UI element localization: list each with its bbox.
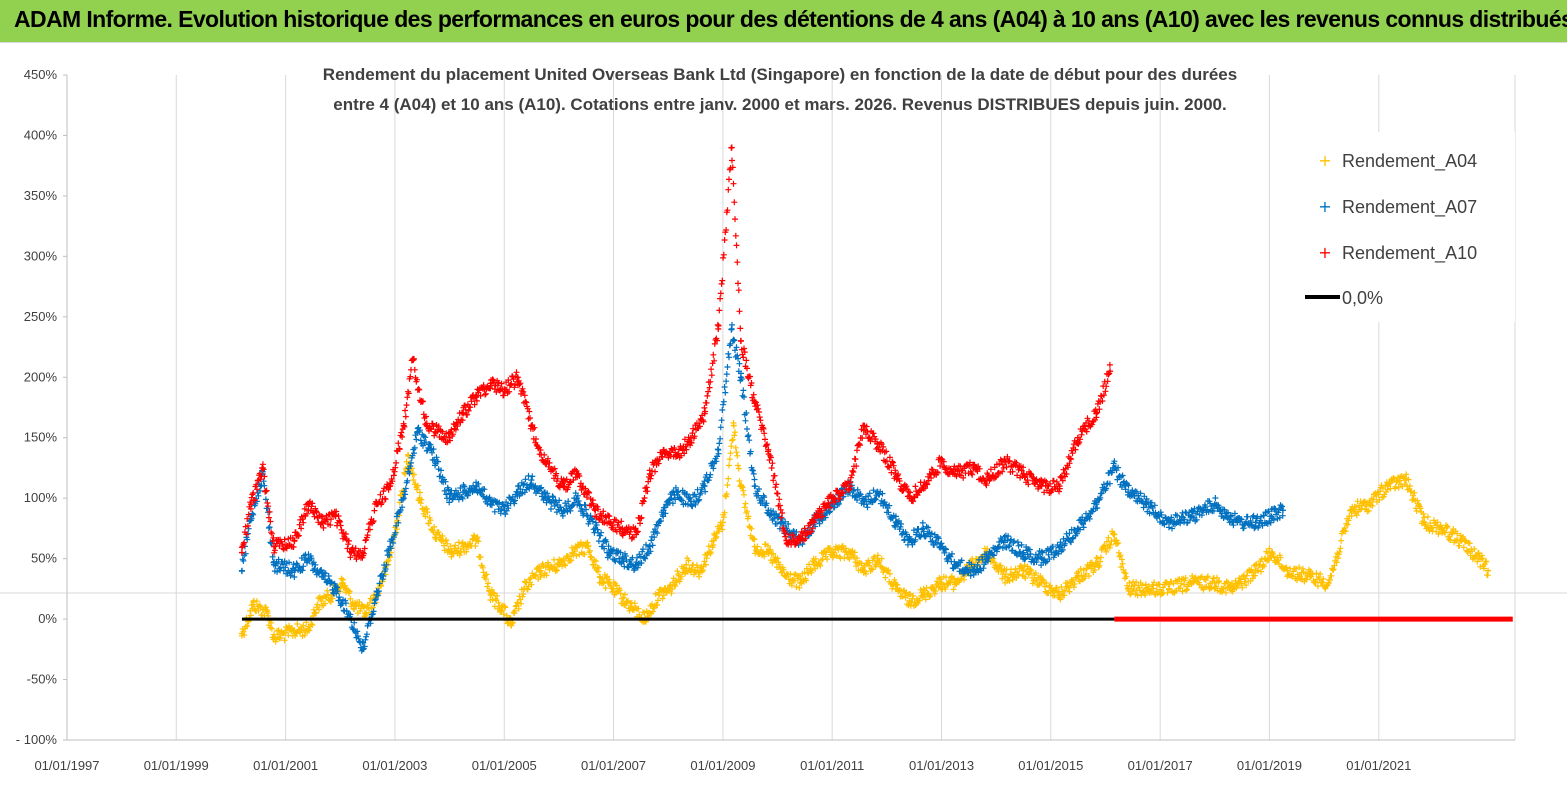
series-markers (238, 321, 1286, 654)
chart-title-line-1: Rendement du placement United Overseas B… (323, 65, 1237, 84)
y-tick-label: 400% (24, 127, 58, 142)
legend-marker-a10: + (1318, 243, 1331, 262)
y-tick-label: -50% (27, 672, 58, 687)
x-tick-label: 01/01/2013 (909, 758, 974, 773)
legend-label-zero: 0,0% (1342, 288, 1383, 308)
series-layer (238, 144, 1513, 654)
chart-title: Rendement du placement United Overseas B… (323, 65, 1237, 114)
x-tick-label: 01/01/2011 (800, 758, 864, 773)
chart: 01/01/1997 01/01/1999 01/01/2001 01/01/2003… (0, 42, 1567, 790)
series-markers (238, 419, 1491, 645)
x-tick-label: 01/01/2009 (690, 758, 755, 773)
series-markers (238, 144, 1113, 563)
y-tick-label: 100% (24, 490, 58, 505)
x-tick-label: 01/01/2005 (472, 758, 537, 773)
y-tick-label: 200% (24, 369, 58, 384)
x-tick-label: 01/01/2019 (1237, 758, 1302, 773)
legend-marker-a04: + (1318, 151, 1331, 170)
legend: + Rendement_A04 + Rendement_A07 + Rendem… (1283, 132, 1515, 322)
y-tick-label: 0% (38, 611, 57, 626)
y-tick-label: 150% (24, 430, 58, 445)
series-rendement-a07 (238, 321, 1286, 654)
x-tick-label: 01/01/2001 (253, 758, 318, 773)
x-tick-label: 01/01/2021 (1346, 758, 1411, 773)
x-tick-label: 01/01/2007 (581, 758, 646, 773)
axes: 01/01/1997 01/01/1999 01/01/2001 01/01/2003… (16, 67, 1515, 773)
y-tick-label: 350% (24, 188, 58, 203)
header-banner: ADAM Informe. Evolution historique des p… (0, 0, 1567, 42)
data-point (592, 507, 599, 514)
y-tick-label: 300% (24, 248, 58, 263)
x-tick-label: 01/01/1997 (34, 758, 99, 773)
series-rendement-a10 (238, 144, 1114, 563)
legend-label-a04: Rendement_A04 (1342, 151, 1477, 172)
legend-label-a10: Rendement_A10 (1342, 243, 1477, 264)
series-rendement-a04 (238, 419, 1492, 645)
x-tick-label: 01/01/1999 (144, 758, 209, 773)
legend-box (1283, 132, 1515, 322)
page-title: ADAM Informe. Evolution historique des p… (14, 6, 1567, 32)
chart-title-line-2: entre 4 (A04) et 10 ans (A10). Cotations… (333, 95, 1226, 114)
x-tick-label: 01/01/2015 (1018, 758, 1083, 773)
x-tick-label: 01/01/2003 (362, 758, 427, 773)
y-tick-label: 450% (24, 67, 58, 82)
y-tick-label: 50% (31, 551, 57, 566)
legend-marker-a07: + (1318, 197, 1331, 216)
y-tick-label: 250% (24, 309, 58, 324)
y-tick-label: - 100% (16, 732, 58, 747)
legend-label-a07: Rendement_A07 (1342, 197, 1477, 218)
x-tick-label: 01/01/2017 (1128, 758, 1193, 773)
chart-frame: 01/01/1997 01/01/1999 01/01/2001 01/01/2003… (0, 42, 1567, 790)
data-point (238, 549, 245, 556)
